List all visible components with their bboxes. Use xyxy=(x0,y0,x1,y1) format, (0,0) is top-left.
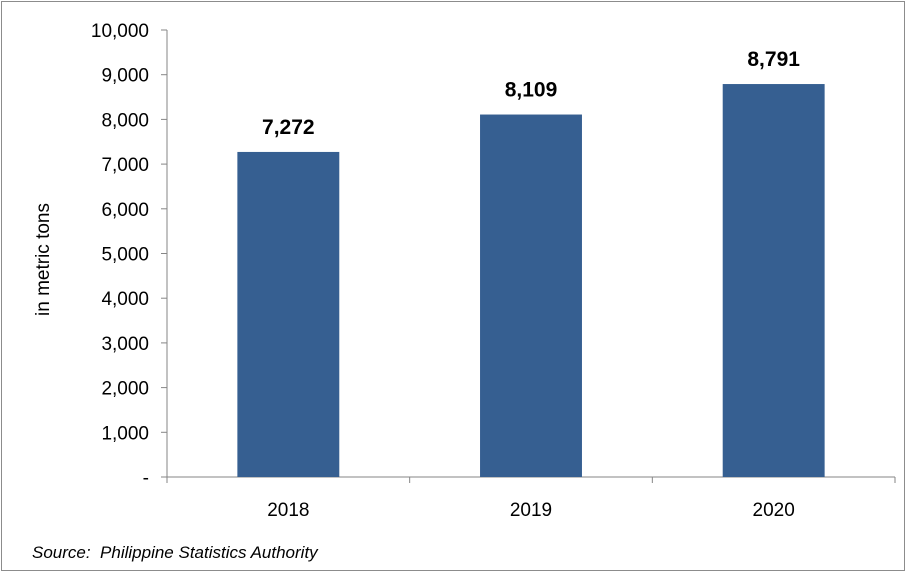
bar-2018 xyxy=(237,151,340,478)
bar-2020 xyxy=(722,84,825,477)
data-label-2020: 8,791 xyxy=(747,48,800,71)
y-tick-label: - xyxy=(143,468,149,489)
y-tick-label: 1,000 xyxy=(101,423,149,444)
y-tick-label: 5,000 xyxy=(101,245,149,266)
data-label-2018: 7,272 xyxy=(262,116,315,139)
y-tick-label: 7,000 xyxy=(101,155,149,176)
x-tick-label-2020: 2020 xyxy=(753,500,795,521)
source-note: Source: Philippine Statistics Authority xyxy=(32,543,318,562)
bar-2019 xyxy=(480,114,582,477)
y-tick-label: 4,000 xyxy=(101,289,149,310)
y-tick-label: 9,000 xyxy=(101,66,149,87)
x-tick-label-2018: 2018 xyxy=(267,500,309,521)
y-tick-label: 6,000 xyxy=(101,200,149,221)
y-tick-label: 8,000 xyxy=(101,110,149,131)
data-label-2019: 8,109 xyxy=(505,79,558,102)
y-axis-title: in metric tons xyxy=(33,203,54,316)
y-tick-label: 2,000 xyxy=(101,379,149,400)
y-tick-label: 3,000 xyxy=(101,334,149,355)
y-tick-label: 10,000 xyxy=(91,21,149,42)
x-tick-label-2019: 2019 xyxy=(510,500,552,521)
